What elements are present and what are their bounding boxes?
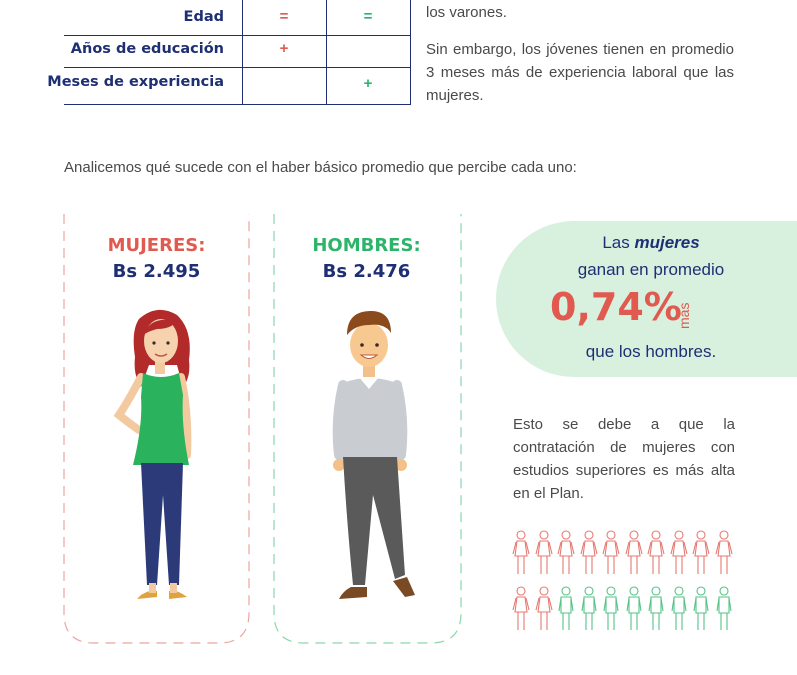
people-icon-grid (512, 530, 742, 640)
female-person-icon (714, 530, 733, 574)
bubble-percent: 0,74% (550, 285, 682, 329)
row-label-experiencia: Meses de experiencia (47, 74, 224, 90)
women-label: MUJERES: (107, 235, 206, 256)
female-person-icon (579, 530, 598, 574)
male-person-icon (670, 586, 687, 630)
bubble-line2: ganan en promedio (577, 260, 725, 279)
female-person-icon (602, 530, 620, 574)
female-person-icon (557, 530, 575, 574)
male-person-icon (625, 586, 642, 630)
female-person-icon (647, 530, 665, 574)
female-person-icon (512, 586, 530, 630)
men-card: HOMBRES: Bs 2.476 (273, 213, 462, 644)
row-label-educacion: Años de educación (70, 41, 224, 57)
man-figure-icon (332, 311, 415, 599)
explanation-text: Esto se debe a que la contratación de mu… (513, 416, 735, 502)
female-person-icon (669, 530, 688, 574)
bubble-line4: que los hombres. (585, 342, 717, 361)
text-experiencia-paragraph: Sin embargo, los jóvenes tienen en prome… (426, 41, 734, 104)
bubble-line1: Las mujeres (602, 233, 700, 252)
male-person-icon (580, 586, 597, 630)
female-person-icon (534, 530, 553, 574)
male-person-icon (648, 586, 664, 630)
intro-text: Analicemos qué sucede con el haber básic… (64, 159, 577, 176)
bubble-mas: más (676, 302, 692, 329)
educacion-women-symbol: + (279, 40, 289, 57)
women-amount: Bs 2.495 (112, 261, 201, 282)
experiencia-men-symbol: + (363, 75, 373, 92)
edad-women-symbol: = (279, 8, 289, 25)
women-card: MUJERES: Bs 2.495 (63, 213, 250, 644)
female-person-icon (534, 586, 553, 630)
bubble-subject: mujeres (634, 233, 700, 252)
result-bubble: Las mujeres ganan en promedio 0,74% más … (496, 221, 797, 377)
woman-figure-icon (113, 309, 192, 599)
male-person-icon (603, 586, 619, 630)
male-person-icon (693, 586, 709, 630)
comparison-table: Edad = = Años de educación + Meses de ex… (47, 0, 411, 105)
text-varones: los varones. (426, 4, 507, 21)
female-person-icon (624, 530, 643, 574)
female-person-icon (692, 530, 710, 574)
male-person-icon (558, 586, 574, 630)
men-amount: Bs 2.476 (322, 261, 411, 282)
edad-men-symbol: = (363, 8, 373, 25)
female-person-icon (512, 530, 530, 574)
men-label: HOMBRES: (312, 235, 421, 256)
male-person-icon (715, 586, 732, 630)
row-label-edad: Edad (183, 9, 224, 25)
